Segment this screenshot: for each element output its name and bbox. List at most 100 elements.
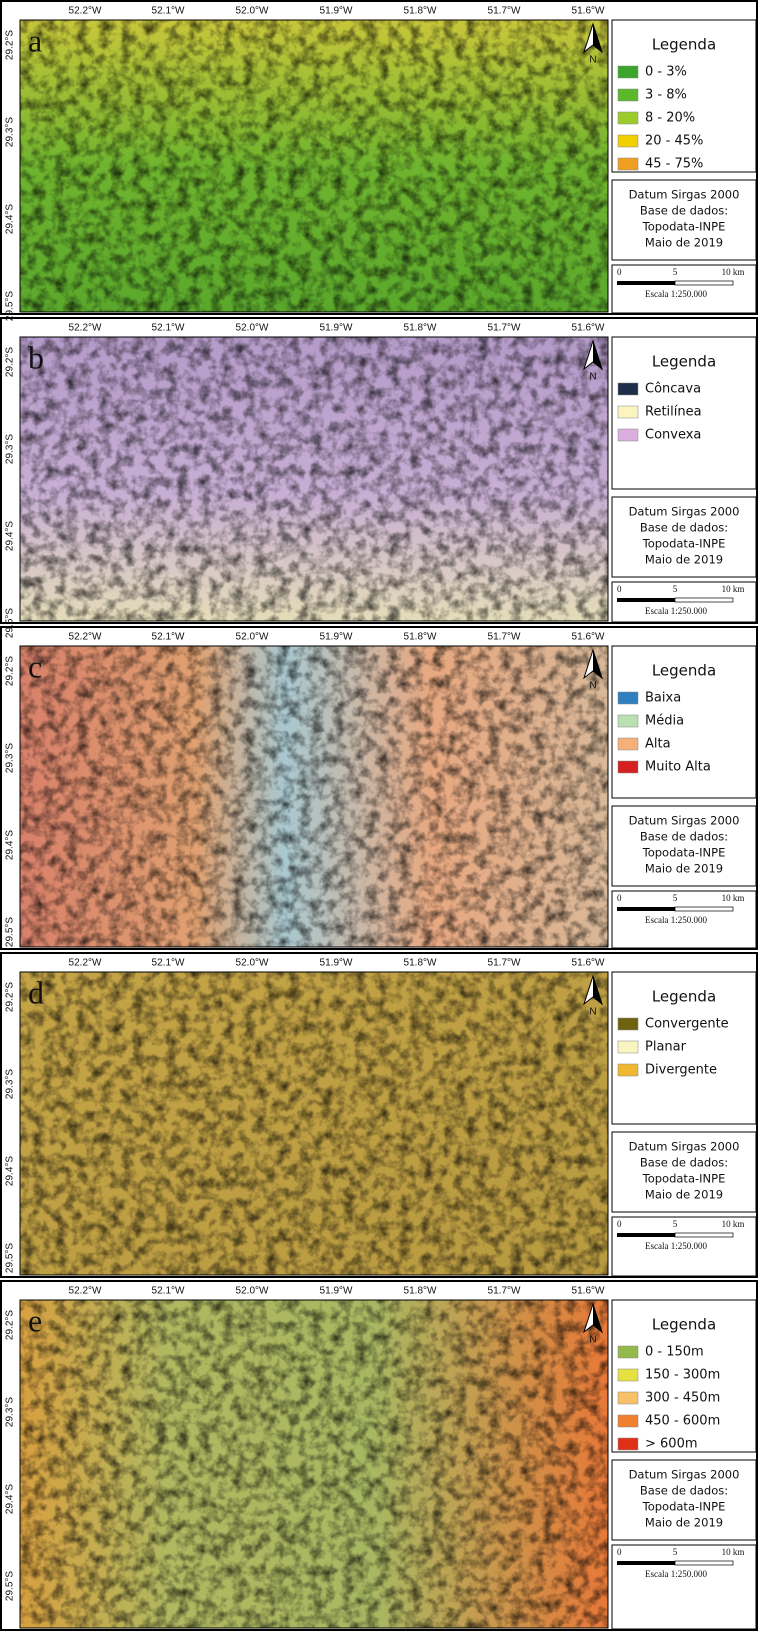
- lat-label: 29.4°S: [5, 204, 16, 234]
- lon-label: 51.9°W: [320, 6, 353, 17]
- legend-swatch: [618, 1392, 638, 1404]
- lat-label: 29.5°S: [5, 1571, 16, 1601]
- legend-swatch: [618, 406, 638, 418]
- datum-text: Datum Sirgas 2000: [629, 1140, 740, 1154]
- lon-label: 51.6°W: [572, 1286, 605, 1297]
- lat-label: 29.5°S: [5, 1243, 16, 1273]
- legend-label: 20 - 45%: [645, 134, 703, 149]
- lon-label: 51.9°W: [320, 632, 353, 643]
- datum-text: Maio de 2019: [645, 862, 723, 876]
- panel-letter: b: [28, 339, 44, 375]
- lon-label: 52.2°W: [69, 6, 102, 17]
- legend-label: Muito Alta: [645, 760, 711, 775]
- scale-label: Escala 1:250.000: [645, 1569, 707, 1579]
- legend-label: Divergente: [645, 1063, 717, 1078]
- lon-label: 51.9°W: [320, 958, 353, 969]
- scale-bar-black: [617, 1561, 675, 1565]
- legend-swatch: [618, 715, 638, 727]
- panel-letter: c: [28, 648, 42, 684]
- scale-tick: 5: [673, 1547, 678, 1557]
- scale-bar-white: [675, 598, 733, 602]
- legend-label: Convergente: [645, 1017, 729, 1032]
- lon-label: 52.1°W: [152, 323, 185, 334]
- scale-tick: 0: [617, 584, 622, 594]
- lon-label: 52.2°W: [69, 323, 102, 334]
- lon-label: 52.0°W: [236, 323, 269, 334]
- lon-label: 52.2°W: [69, 632, 102, 643]
- lon-label: 51.6°W: [572, 6, 605, 17]
- scale-bar-black: [617, 907, 675, 911]
- legend-label: 45 - 75%: [645, 157, 703, 172]
- map-relief: [20, 972, 608, 1275]
- scale-tick: 0: [617, 267, 622, 277]
- legend-label: 150 - 300m: [645, 1368, 720, 1383]
- map-relief: [20, 20, 608, 312]
- north-label: N: [589, 681, 596, 692]
- datum-text: Topodata-INPE: [642, 1172, 726, 1186]
- scale-bar-black: [617, 598, 675, 602]
- legend-label: Alta: [645, 737, 671, 752]
- legend-swatch: [618, 1369, 638, 1381]
- map-relief: [20, 337, 608, 621]
- legend-title: Legenda: [652, 36, 716, 54]
- scale-tick: 0: [617, 1219, 622, 1229]
- scale-tick: 10 km: [722, 1547, 745, 1557]
- scale-tick: 5: [673, 893, 678, 903]
- lat-label: 29.5°S: [5, 917, 16, 947]
- panel-letter: a: [28, 22, 42, 58]
- lon-label: 52.2°W: [69, 1286, 102, 1297]
- datum-text: Datum Sirgas 2000: [629, 505, 740, 519]
- datum-text: Topodata-INPE: [642, 846, 726, 860]
- scale-bar-white: [675, 907, 733, 911]
- scale-tick: 0: [617, 893, 622, 903]
- lat-label: 29.3°S: [5, 434, 16, 464]
- scale-tick: 5: [673, 1219, 678, 1229]
- legend-label: Convexa: [645, 428, 701, 443]
- datum-text: Topodata-INPE: [642, 1500, 726, 1514]
- legend-swatch: [618, 429, 638, 441]
- legend-label: Retilínea: [645, 405, 702, 420]
- lat-label: 29.3°S: [5, 1397, 16, 1427]
- legend-swatch: [618, 158, 638, 170]
- legend-swatch: [618, 1018, 638, 1030]
- lon-label: 51.7°W: [488, 6, 521, 17]
- scale-box: [612, 1545, 756, 1629]
- legend-swatch: [618, 89, 638, 101]
- lon-label: 52.2°W: [69, 958, 102, 969]
- map-panel: 52.2°W52.1°W52.0°W51.9°W51.8°W51.7°W51.6…: [1, 318, 757, 638]
- datum-text: Topodata-INPE: [642, 220, 726, 234]
- scale-tick: 10 km: [722, 1219, 745, 1229]
- north-label: N: [589, 55, 596, 66]
- datum-text: Maio de 2019: [645, 1188, 723, 1202]
- lon-label: 51.7°W: [488, 1286, 521, 1297]
- legend-label: Baixa: [645, 691, 681, 706]
- legend-swatch: [618, 383, 638, 395]
- scale-bar-black: [617, 1233, 675, 1237]
- north-label: N: [589, 1007, 596, 1018]
- lat-label: 29.2°S: [5, 982, 16, 1012]
- legend-title: Legenda: [652, 353, 716, 371]
- datum-text: Datum Sirgas 2000: [629, 814, 740, 828]
- lon-label: 51.6°W: [572, 323, 605, 334]
- datum-text: Base de dados:: [640, 1484, 728, 1498]
- legend-swatch: [618, 1041, 638, 1053]
- lat-label: 29.2°S: [5, 347, 16, 377]
- lon-label: 51.7°W: [488, 958, 521, 969]
- legend-title: Legenda: [652, 662, 716, 680]
- legend-label: 3 - 8%: [645, 88, 687, 103]
- legend-label: Planar: [645, 1040, 687, 1055]
- map-panel: 52.2°W52.1°W52.0°W51.9°W51.8°W51.7°W51.6…: [1, 627, 757, 949]
- lon-label: 52.1°W: [152, 958, 185, 969]
- legend-label: 8 - 20%: [645, 111, 695, 126]
- datum-text: Base de dados:: [640, 1156, 728, 1170]
- lat-label: 29.5°S: [5, 291, 16, 321]
- lon-label: 51.9°W: [320, 1286, 353, 1297]
- lon-label: 51.6°W: [572, 632, 605, 643]
- datum-text: Maio de 2019: [645, 1516, 723, 1530]
- lon-label: 52.1°W: [152, 632, 185, 643]
- scale-bar-white: [675, 1561, 733, 1565]
- lat-label: 29.5°S: [5, 608, 16, 638]
- lat-label: 29.4°S: [5, 830, 16, 860]
- scale-label: Escala 1:250.000: [645, 915, 707, 925]
